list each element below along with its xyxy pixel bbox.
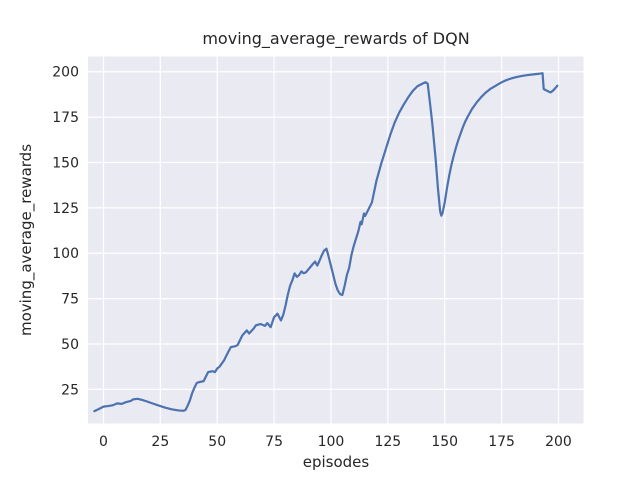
y-tick-label: 150 [52,155,79,171]
x-tick-label: 100 [318,434,345,450]
plot-area [88,56,584,424]
y-tick-label: 50 [61,337,79,353]
x-tick-label: 50 [208,434,226,450]
y-tick-label: 75 [61,292,79,308]
y-tick-label: 175 [52,110,79,126]
x-tick-label: 0 [99,434,108,450]
x-axis-label: episodes [302,453,370,471]
x-tick-label: 75 [265,434,283,450]
x-tick-label: 150 [431,434,458,450]
reward-line [93,72,559,413]
x-tick-label: 25 [151,434,169,450]
x-tick-label: 125 [374,434,401,450]
y-tick-label: 100 [52,246,79,262]
y-tick-label: 200 [52,65,79,81]
chart-title: moving_average_rewards of DQN [202,29,470,48]
x-tick-label: 175 [488,434,515,450]
y-tick-label: 25 [61,382,79,398]
x-tick-label: 200 [545,434,572,450]
y-tick-label: 125 [52,201,79,217]
